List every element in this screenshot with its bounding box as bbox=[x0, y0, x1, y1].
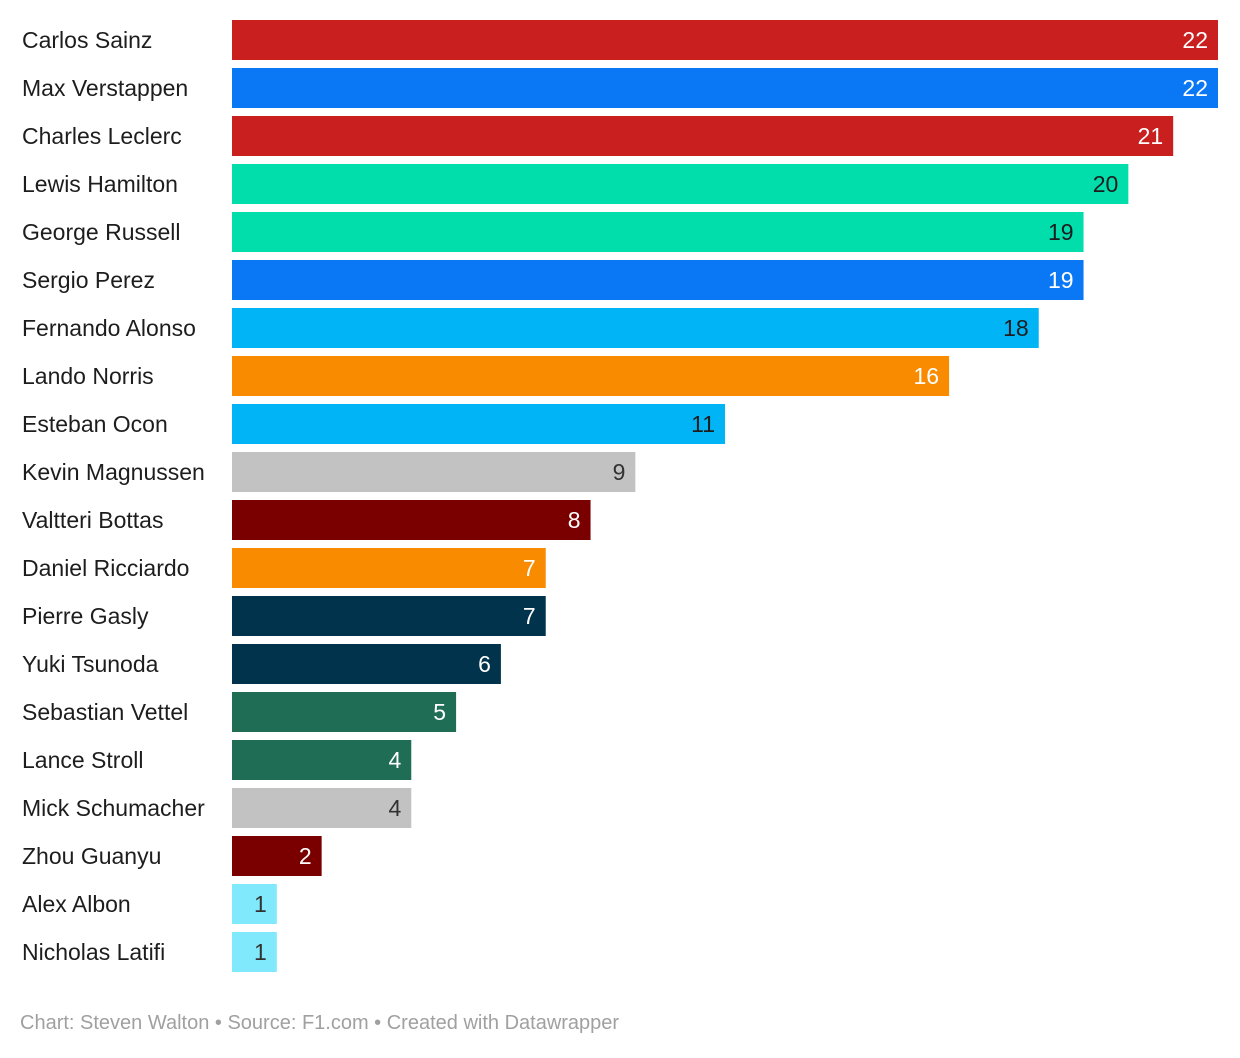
value-label-fernando-alonso: 18 bbox=[1003, 315, 1029, 341]
bar-row-george-russell: George Russell 19 bbox=[22, 212, 1084, 252]
value-label-sebastian-vettel: 5 bbox=[433, 699, 446, 725]
bar-row-lewis-hamilton: Lewis Hamilton 20 bbox=[22, 164, 1129, 204]
bar-row-sebastian-vettel: Sebastian Vettel 5 bbox=[22, 692, 457, 732]
value-label-charles-leclerc: 21 bbox=[1138, 123, 1164, 149]
category-label-lance-stroll: Lance Stroll bbox=[22, 747, 143, 773]
bar-lance-stroll bbox=[232, 740, 412, 780]
value-label-kevin-magnussen: 9 bbox=[613, 459, 626, 485]
bar-row-mick-schumacher: Mick Schumacher 4 bbox=[22, 788, 412, 828]
value-label-zhou-guanyu: 2 bbox=[299, 843, 312, 869]
category-label-fernando-alonso: Fernando Alonso bbox=[22, 315, 196, 341]
bar-row-valtteri-bottas: Valtteri Bottas 8 bbox=[22, 500, 591, 540]
category-label-yuki-tsunoda: Yuki Tsunoda bbox=[22, 651, 159, 677]
bar-alex-albon bbox=[232, 884, 277, 924]
bar-row-esteban-ocon: Esteban Ocon 11 bbox=[22, 404, 725, 444]
value-label-esteban-ocon: 11 bbox=[691, 411, 715, 437]
category-label-sergio-perez: Sergio Perez bbox=[22, 267, 155, 293]
value-label-nicholas-latifi: 1 bbox=[254, 939, 267, 965]
bar-row-fernando-alonso: Fernando Alonso 18 bbox=[22, 308, 1039, 348]
bar-row-carlos-sainz: Carlos Sainz 22 bbox=[22, 20, 1218, 60]
bar-george-russell bbox=[232, 212, 1084, 252]
category-label-george-russell: George Russell bbox=[22, 219, 181, 245]
category-label-esteban-ocon: Esteban Ocon bbox=[22, 411, 168, 437]
bar-row-nicholas-latifi: Nicholas Latifi 1 bbox=[22, 932, 277, 972]
category-label-carlos-sainz: Carlos Sainz bbox=[22, 27, 152, 53]
value-label-max-verstappen: 22 bbox=[1182, 75, 1208, 101]
bar-fernando-alonso bbox=[232, 308, 1039, 348]
value-label-sergio-perez: 19 bbox=[1048, 267, 1074, 293]
category-label-valtteri-bottas: Valtteri Bottas bbox=[22, 507, 163, 533]
bar-lando-norris bbox=[232, 356, 950, 396]
category-label-alex-albon: Alex Albon bbox=[22, 891, 131, 917]
bar-carlos-sainz bbox=[232, 20, 1218, 60]
bar-row-zhou-guanyu: Zhou Guanyu 2 bbox=[22, 836, 322, 876]
bar-row-kevin-magnussen: Kevin Magnussen 9 bbox=[22, 452, 636, 492]
bar-row-daniel-ricciardo: Daniel Ricciardo 7 bbox=[22, 548, 546, 588]
category-label-lewis-hamilton: Lewis Hamilton bbox=[22, 171, 178, 197]
category-label-daniel-ricciardo: Daniel Ricciardo bbox=[22, 555, 189, 581]
category-label-charles-leclerc: Charles Leclerc bbox=[22, 123, 182, 149]
bar-row-max-verstappen: Max Verstappen 22 bbox=[22, 68, 1218, 108]
bar-mick-schumacher bbox=[232, 788, 412, 828]
bar-sergio-perez bbox=[232, 260, 1084, 300]
value-label-lando-norris: 16 bbox=[913, 363, 939, 389]
bar-lewis-hamilton bbox=[232, 164, 1129, 204]
value-label-alex-albon: 1 bbox=[254, 891, 267, 917]
bar-row-lance-stroll: Lance Stroll 4 bbox=[22, 740, 412, 780]
value-label-lance-stroll: 4 bbox=[388, 747, 401, 773]
bar-row-alex-albon: Alex Albon 1 bbox=[22, 884, 277, 924]
bar-row-yuki-tsunoda: Yuki Tsunoda 6 bbox=[22, 644, 501, 684]
bar-pierre-gasly bbox=[232, 596, 546, 636]
category-label-pierre-gasly: Pierre Gasly bbox=[22, 603, 149, 629]
value-label-yuki-tsunoda: 6 bbox=[478, 651, 491, 677]
bar-valtteri-bottas bbox=[232, 500, 591, 540]
bar-max-verstappen bbox=[232, 68, 1218, 108]
category-label-zhou-guanyu: Zhou Guanyu bbox=[22, 843, 161, 869]
bar-row-sergio-perez: Sergio Perez 19 bbox=[22, 260, 1084, 300]
category-label-lando-norris: Lando Norris bbox=[22, 363, 154, 389]
bar-chart: Carlos Sainz 22 Max Verstappen 22 Charles Le… bbox=[22, 20, 1218, 972]
value-label-pierre-gasly: 7 bbox=[523, 603, 536, 629]
bar-nicholas-latifi bbox=[232, 932, 277, 972]
bar-row-pierre-gasly: Pierre Gasly 7 bbox=[22, 596, 546, 636]
bar-zhou-guanyu bbox=[232, 836, 322, 876]
value-label-daniel-ricciardo: 7 bbox=[523, 555, 536, 581]
value-label-mick-schumacher: 4 bbox=[388, 795, 401, 821]
value-label-carlos-sainz: 22 bbox=[1182, 27, 1208, 53]
value-label-lewis-hamilton: 20 bbox=[1093, 171, 1119, 197]
category-label-sebastian-vettel: Sebastian Vettel bbox=[22, 699, 188, 725]
category-label-kevin-magnussen: Kevin Magnussen bbox=[22, 459, 205, 485]
bar-row-charles-leclerc: Charles Leclerc 21 bbox=[22, 116, 1174, 156]
category-label-mick-schumacher: Mick Schumacher bbox=[22, 795, 205, 821]
chart-footer: Chart: Steven Walton • Source: F1.com • … bbox=[20, 1012, 620, 1034]
bar-kevin-magnussen bbox=[232, 452, 636, 492]
category-label-nicholas-latifi: Nicholas Latifi bbox=[22, 939, 165, 965]
bar-daniel-ricciardo bbox=[232, 548, 546, 588]
category-label-max-verstappen: Max Verstappen bbox=[22, 75, 188, 101]
value-label-valtteri-bottas: 8 bbox=[568, 507, 581, 533]
bar-charles-leclerc bbox=[232, 116, 1174, 156]
bar-row-lando-norris: Lando Norris 16 bbox=[22, 356, 950, 396]
value-label-george-russell: 19 bbox=[1048, 219, 1074, 245]
bar-yuki-tsunoda bbox=[232, 644, 501, 684]
bar-sebastian-vettel bbox=[232, 692, 457, 732]
bar-esteban-ocon bbox=[232, 404, 725, 444]
